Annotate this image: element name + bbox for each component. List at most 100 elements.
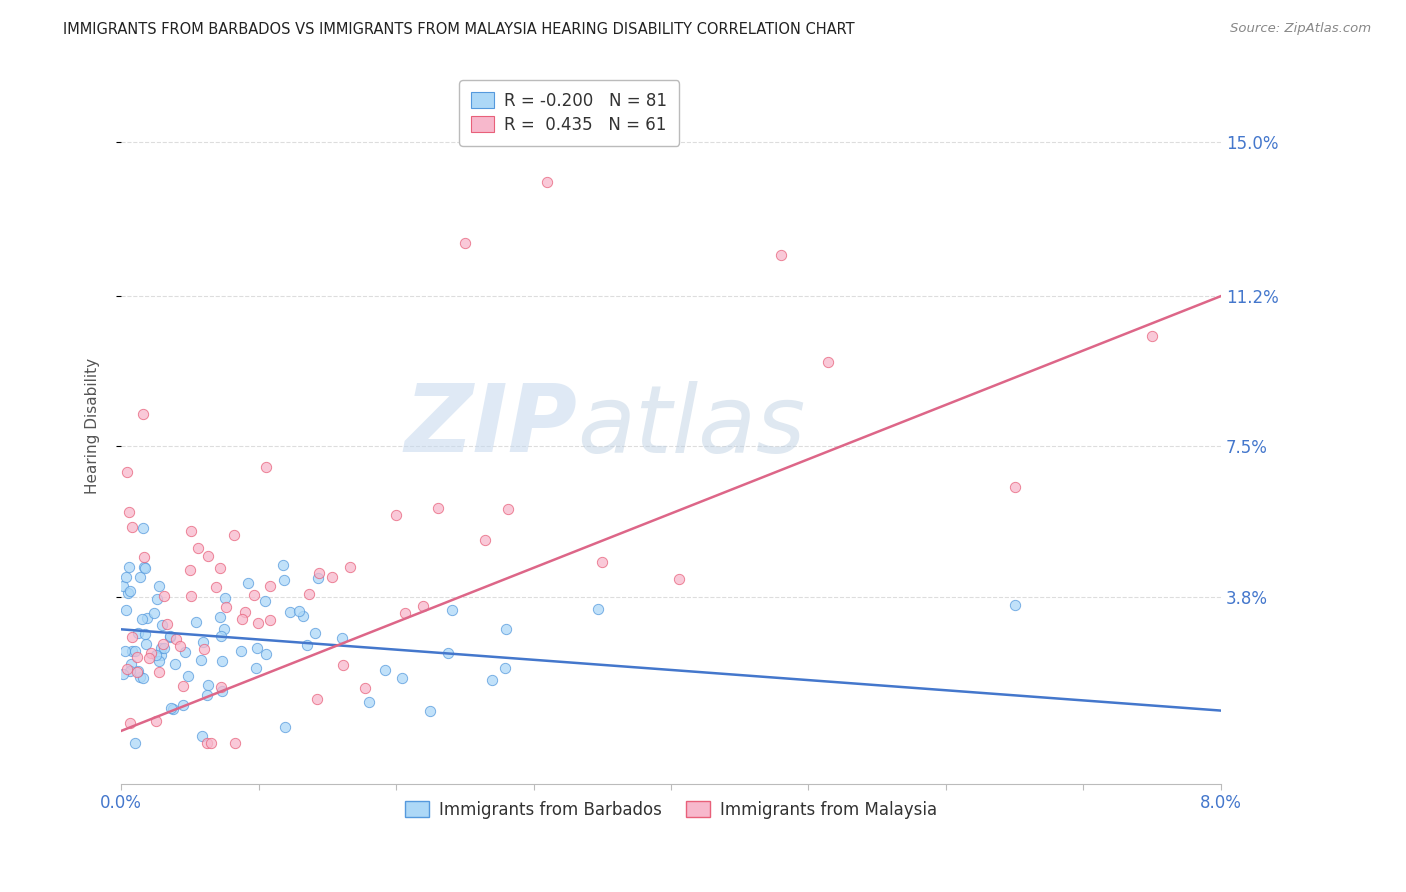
Point	[245, 640, 267, 655]
Point	[172, 679, 194, 693]
Text: Source: ZipAtlas.com: Source: ZipAtlas.com	[1230, 22, 1371, 36]
Point	[474, 533, 496, 548]
Point	[259, 579, 281, 593]
Point	[143, 607, 166, 621]
Point	[236, 575, 259, 590]
Point	[118, 584, 141, 599]
Point	[495, 622, 517, 636]
Point	[273, 573, 295, 587]
Point	[481, 673, 503, 688]
Point	[121, 643, 143, 657]
Point	[145, 714, 167, 729]
Point	[307, 571, 329, 585]
Point	[817, 355, 839, 369]
Point	[120, 657, 142, 672]
Point	[138, 650, 160, 665]
Point	[148, 665, 170, 680]
Point	[145, 648, 167, 663]
Point	[229, 644, 252, 658]
Point	[197, 678, 219, 692]
Point	[288, 604, 311, 618]
Point	[139, 646, 162, 660]
Point	[212, 622, 235, 636]
Point	[156, 617, 179, 632]
Point	[394, 606, 416, 620]
Point	[247, 615, 270, 630]
Point	[209, 560, 232, 574]
Point	[159, 630, 181, 644]
Point	[298, 587, 321, 601]
Point	[1004, 598, 1026, 612]
Point	[374, 663, 396, 677]
Point	[160, 701, 183, 715]
Point	[278, 605, 301, 619]
Point	[254, 647, 277, 661]
Point	[118, 664, 141, 678]
Point	[215, 599, 238, 614]
Point	[391, 671, 413, 685]
Point	[233, 605, 256, 619]
Point	[177, 669, 200, 683]
Point	[668, 572, 690, 586]
Point	[127, 625, 149, 640]
Point	[214, 591, 236, 606]
Point	[128, 670, 150, 684]
Point	[132, 550, 155, 565]
Point	[211, 683, 233, 698]
Point	[586, 602, 609, 616]
Point	[339, 560, 361, 574]
Point	[186, 615, 208, 630]
Point	[273, 558, 295, 573]
Point	[111, 667, 134, 681]
Point	[193, 641, 215, 656]
Point	[412, 599, 434, 614]
Point	[165, 657, 187, 672]
Point	[441, 602, 464, 616]
Point	[166, 632, 188, 647]
Point	[115, 570, 138, 584]
Point	[231, 611, 253, 625]
Point	[385, 508, 408, 522]
Point	[187, 541, 209, 555]
Point	[159, 629, 181, 643]
Point	[172, 698, 194, 713]
Point	[148, 654, 170, 668]
Point	[115, 465, 138, 479]
Text: ZIP: ZIP	[405, 380, 578, 472]
Point	[419, 704, 441, 718]
Point	[211, 654, 233, 668]
Point	[153, 641, 176, 656]
Point	[135, 637, 157, 651]
Y-axis label: Hearing Disability: Hearing Disability	[86, 358, 100, 494]
Point	[124, 644, 146, 658]
Text: atlas: atlas	[578, 381, 806, 472]
Point	[353, 681, 375, 695]
Point	[245, 661, 267, 675]
Point	[127, 649, 149, 664]
Point	[117, 586, 139, 600]
Point	[536, 175, 558, 189]
Point	[150, 618, 173, 632]
Point	[134, 560, 156, 574]
Point	[197, 736, 219, 750]
Point	[162, 702, 184, 716]
Point	[195, 688, 218, 702]
Point	[153, 589, 176, 603]
Point	[209, 680, 232, 694]
Point	[112, 579, 135, 593]
Point	[191, 729, 214, 743]
Point	[437, 646, 460, 660]
Point	[136, 611, 159, 625]
Point	[208, 610, 231, 624]
Point	[243, 588, 266, 602]
Point	[308, 566, 330, 580]
Point	[190, 652, 212, 666]
Point	[209, 629, 232, 643]
Point	[304, 626, 326, 640]
Point	[121, 519, 143, 533]
Point	[454, 236, 477, 251]
Point	[150, 640, 173, 655]
Point	[222, 528, 245, 542]
Point	[253, 594, 276, 608]
Point	[174, 645, 197, 659]
